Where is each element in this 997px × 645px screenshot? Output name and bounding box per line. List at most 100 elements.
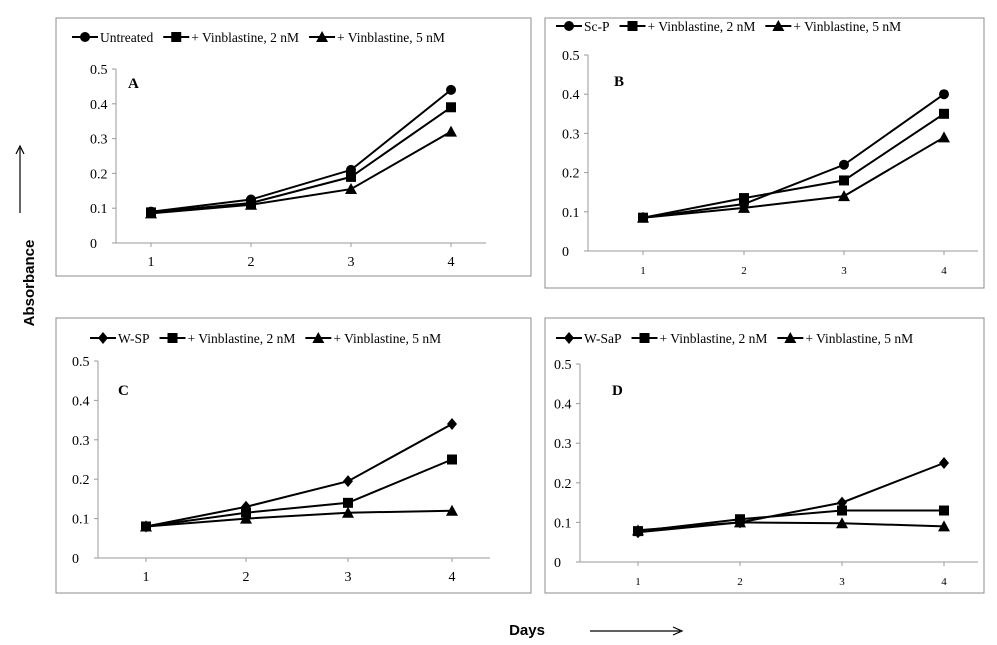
- data-point: [446, 504, 458, 516]
- chart-panel-c: 0 0.1 0.2 0.3 0.4 0.5 1 2 3 4 W-SP + Vinblastine, 2…: [55, 317, 532, 594]
- panel-frame: [55, 317, 532, 594]
- y-tick-label: 0.2: [90, 167, 108, 182]
- data-point: [632, 524, 644, 536]
- data-point: [343, 497, 353, 508]
- data-point: [447, 418, 457, 431]
- y-tick-label: 0.5: [562, 49, 580, 64]
- panel-label: B: [614, 74, 624, 90]
- legend: Sc-P + Vinblastine, 2 nM + Vinblastine, 5 …: [556, 19, 901, 34]
- legend-swatch-marker: [312, 332, 325, 343]
- y-tick-label: 0: [72, 552, 79, 567]
- legend-label: + Vinblastine, 5 nM: [333, 331, 441, 346]
- x-axis-title: Days: [509, 622, 545, 639]
- data-point: [837, 505, 847, 516]
- legend-label: W-SP: [118, 331, 150, 346]
- y-axis-arrow: [15, 144, 25, 213]
- y-tick-label: 0.5: [554, 358, 572, 373]
- series-line: [642, 93, 945, 219]
- data-point: [939, 89, 949, 100]
- legend: Untreated + Vinblastine, 2 nM + Vinblastin…: [72, 30, 445, 45]
- series-line: [150, 106, 452, 214]
- legend-swatch-marker: [784, 332, 797, 343]
- data-point: [343, 475, 353, 488]
- series-line: [642, 136, 945, 219]
- data-point: [445, 125, 457, 137]
- series-line: [637, 521, 945, 532]
- x-tick-label: 2: [243, 570, 250, 585]
- legend-swatch-marker: [639, 333, 650, 343]
- series-line: [145, 509, 453, 528]
- legend: W-SP + Vinblastine, 2 nM + Vinblastine, 5 …: [90, 331, 441, 346]
- x-tick-label: 2: [741, 265, 747, 277]
- y-tick-label: 0.1: [554, 516, 572, 531]
- y-tick-label: 0: [90, 237, 97, 252]
- legend-swatch-marker: [627, 21, 638, 31]
- y-tick-label: 0.1: [562, 206, 580, 221]
- x-tick-label: 4: [449, 570, 456, 585]
- data-point: [446, 102, 456, 113]
- series-line: [145, 423, 453, 528]
- y-tick-label: 0.4: [562, 88, 580, 103]
- x-tick-label: 3: [841, 265, 847, 277]
- data-point: [739, 193, 749, 204]
- y-tick-label: 0: [554, 556, 561, 571]
- data-point: [938, 520, 950, 532]
- legend: W-SaP + Vinblastine, 2 nM + Vinblastine, 5…: [556, 331, 913, 346]
- data-point: [838, 190, 850, 202]
- x-tick-label: 4: [941, 576, 947, 588]
- data-point: [145, 207, 157, 219]
- x-tick-label: 1: [635, 576, 641, 588]
- y-tick-label: 0.3: [72, 434, 90, 449]
- series-3: [140, 504, 458, 532]
- data-point: [734, 516, 746, 528]
- y-tick-label: 0.1: [90, 202, 108, 217]
- series-3: [145, 125, 457, 219]
- legend-label: + Vinblastine, 5 nM: [793, 19, 901, 34]
- legend-label: + Vinblastine, 2 nM: [191, 30, 299, 45]
- panel-frame: [544, 17, 985, 289]
- legend-swatch-marker: [167, 333, 178, 343]
- x-tick-label: 2: [737, 576, 743, 588]
- series-line: [150, 89, 452, 213]
- panels: 0 0.1 0.2 0.3 0.4 0.5 1 2 3 4 Untreated + Vinblasti…: [55, 17, 985, 594]
- data-point: [346, 171, 356, 182]
- data-point: [342, 506, 354, 518]
- legend-swatch-marker: [772, 20, 785, 31]
- x-tick-label: 3: [839, 576, 845, 588]
- x-tick-label: 4: [448, 255, 455, 270]
- legend-item: + Vinblastine, 2 nM: [159, 331, 295, 346]
- chart-panel-d: 0 0.1 0.2 0.3 0.4 0.5 1 2 3 4 W-SaP + Vinblastine, …: [544, 317, 985, 594]
- legend-swatch-marker: [564, 332, 574, 344]
- legend-label: + Vinblastine, 5 nM: [337, 30, 445, 45]
- series-3: [637, 131, 950, 223]
- data-point: [345, 183, 357, 195]
- data-point: [939, 505, 949, 516]
- x-tick-label: 2: [248, 255, 255, 270]
- legend-item: W-SaP: [556, 331, 622, 346]
- x-axis-arrow: [590, 626, 684, 636]
- legend-item: Untreated: [72, 30, 153, 45]
- y-tick-label: 0.3: [90, 133, 108, 148]
- y-tick-label: 0.5: [72, 355, 90, 370]
- x-tick-label: 1: [143, 570, 150, 585]
- y-tick-label: 0.4: [90, 98, 108, 113]
- y-tick-label: 0: [562, 245, 569, 260]
- series-line: [150, 130, 452, 215]
- legend-label: W-SaP: [584, 331, 622, 346]
- legend-label: + Vinblastine, 5 nM: [805, 331, 913, 346]
- x-tick-label: 3: [348, 255, 355, 270]
- y-tick-label: 0.4: [554, 398, 572, 413]
- data-point: [240, 512, 252, 524]
- x-tick-label: 1: [148, 255, 155, 270]
- data-point: [938, 131, 950, 143]
- legend-swatch-marker: [171, 32, 182, 42]
- panel-label: D: [612, 383, 623, 399]
- panel-frame: [55, 17, 532, 277]
- data-point: [241, 500, 251, 513]
- y-tick-label: 0.3: [554, 437, 572, 452]
- y-tick-label: 0.1: [72, 513, 90, 528]
- data-point: [245, 198, 257, 210]
- data-point: [446, 84, 456, 95]
- legend-item: + Vinblastine, 5 nM: [309, 30, 445, 45]
